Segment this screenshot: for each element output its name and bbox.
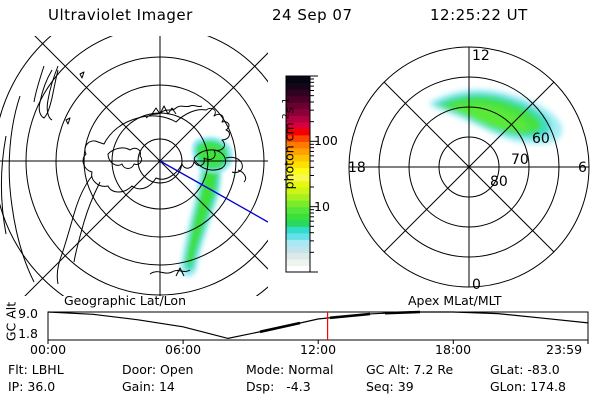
timeseries-xtick-0: 00:00 bbox=[30, 342, 67, 357]
gc-altitude-timeseries[interactable]: GC Alt 9.0 1.8 00:00 06:00 12:00 18:00 2… bbox=[0, 300, 600, 357]
timeseries-xtick-1: 06:00 bbox=[165, 342, 202, 357]
meridian-lines bbox=[0, 36, 268, 296]
colorbar-band bbox=[286, 213, 310, 221]
timeseries-xtick-4: 23:59 bbox=[546, 342, 583, 357]
colorbar-band bbox=[286, 258, 310, 267]
aurora-emission-geo bbox=[180, 142, 221, 277]
colorbar-frame bbox=[285, 75, 311, 273]
colorbar-band bbox=[286, 76, 310, 84]
timeseries-xticks bbox=[47, 340, 589, 344]
colorbar-band bbox=[286, 95, 310, 103]
colorbar[interactable]: photon cm-2s-1 100 10 bbox=[268, 40, 338, 290]
geographic-projection-panel[interactable] bbox=[0, 36, 268, 296]
spacecraft-track-line bbox=[159, 160, 268, 223]
status-gain: Gain: 14 bbox=[122, 379, 175, 394]
colorbar-band bbox=[286, 121, 310, 129]
mlt-spokes bbox=[349, 47, 589, 287]
colorbar-band bbox=[286, 252, 310, 260]
instrument-title: Ultraviolet Imager bbox=[48, 6, 193, 24]
colorbar-band bbox=[286, 174, 310, 182]
colorbar-band bbox=[286, 206, 310, 214]
data-coverage-segments bbox=[259, 310, 421, 334]
timeseries-xtick-3: 18:00 bbox=[435, 342, 472, 357]
mlt-label-12: 12 bbox=[472, 48, 490, 64]
data-coverage-segment bbox=[329, 312, 371, 320]
status-dsp: Dsp: -4.3 bbox=[246, 379, 311, 394]
mlt-label-0: 0 bbox=[472, 277, 481, 293]
colorbar-svg bbox=[285, 75, 318, 273]
timeseries-ytick-min: 1.8 bbox=[18, 326, 38, 341]
timeseries-ytick-max: 9.0 bbox=[18, 306, 38, 321]
status-row: IP: 36.0 Gain: 14 Dsp: -4.3 Seq: 39 GLon… bbox=[0, 379, 600, 396]
colorbar-band bbox=[286, 134, 310, 142]
status-row: Flt: LBHL Door: Open Mode: Normal GC Alt… bbox=[0, 362, 600, 379]
colorbar-band bbox=[286, 193, 310, 201]
status-glon: GLon: 174.8 bbox=[490, 379, 566, 394]
colorbar-band bbox=[286, 245, 310, 253]
colorbar-ticks bbox=[310, 75, 318, 273]
status-flt: Flt: LBHL bbox=[8, 362, 64, 377]
mlat-label-70: 70 bbox=[511, 152, 529, 168]
mlat-label-60: 60 bbox=[532, 131, 550, 147]
colorbar-band bbox=[286, 102, 310, 110]
observation-date: 24 Sep 07 bbox=[272, 6, 353, 24]
status-gc-alt: GC Alt: 7.2 Re bbox=[366, 362, 454, 377]
mlt-plot-area bbox=[348, 46, 590, 288]
apex-mlt-panel[interactable]: 12 6 0 18 60 70 80 bbox=[338, 36, 600, 298]
colorbar-band bbox=[286, 82, 310, 90]
colorbar-band bbox=[286, 154, 310, 162]
altitude-curve bbox=[47, 311, 589, 340]
colorbar-band bbox=[286, 167, 310, 175]
colorbar-band bbox=[286, 265, 310, 273]
status-door: Door: Open bbox=[122, 362, 194, 377]
status-mode: Mode: Normal bbox=[246, 362, 334, 377]
geo-panel-caption: Geographic Lat/Lon bbox=[64, 293, 186, 308]
colorbar-band bbox=[286, 219, 310, 227]
mlat-label-80: 80 bbox=[490, 174, 508, 190]
mlt-label-18: 18 bbox=[348, 160, 366, 176]
colorbar-tick-label-10: 10 bbox=[314, 198, 330, 214]
colorbar-band bbox=[286, 147, 310, 155]
colorbar-band bbox=[286, 200, 310, 208]
aurora-emission-geo-north bbox=[191, 136, 233, 174]
colorbar-band bbox=[286, 239, 310, 247]
data-coverage-segment bbox=[259, 321, 301, 334]
colorbar-band bbox=[286, 187, 310, 195]
colorbar-band bbox=[286, 89, 310, 97]
status-seq: Seq: 39 bbox=[366, 379, 414, 394]
status-glat: GLat: -83.0 bbox=[490, 362, 560, 377]
mlt-label-6: 6 bbox=[578, 160, 587, 176]
colorbar-tick-label-100: 100 bbox=[314, 133, 338, 149]
apex-mlt-svg: 12 6 0 18 60 70 80 bbox=[348, 46, 590, 293]
colorbar-band bbox=[286, 141, 310, 149]
data-coverage-segment bbox=[384, 310, 421, 315]
timeseries-frame bbox=[47, 311, 589, 341]
timeseries-xtick-2: 12:00 bbox=[300, 342, 337, 357]
status-ip: IP: 36.0 bbox=[8, 379, 56, 394]
coastlines bbox=[1, 65, 247, 285]
aurora-emission-mlt bbox=[429, 89, 563, 145]
mlt-panel-caption: Apex MLat/MLT bbox=[408, 293, 502, 308]
colorbar-band bbox=[286, 180, 310, 188]
geographic-projection-svg bbox=[0, 36, 268, 296]
colorbar-band bbox=[286, 226, 310, 234]
colorbar-band bbox=[286, 232, 310, 240]
colorbar-axis-label: photon cm-2s-1 bbox=[281, 97, 297, 190]
colorbar-band bbox=[286, 128, 310, 136]
colorbar-bands bbox=[286, 76, 310, 273]
colorbar-band bbox=[286, 115, 310, 123]
colorbar-band bbox=[286, 108, 310, 116]
header-bar: Ultraviolet Imager 24 Sep 07 12:25:22 UT bbox=[0, 6, 600, 30]
timeseries-svg bbox=[47, 310, 589, 344]
geo-plot-area bbox=[0, 36, 268, 296]
colorbar-band bbox=[286, 160, 310, 169]
status-footer: Flt: LBHL Door: Open Mode: Normal GC Alt… bbox=[0, 362, 600, 400]
observation-time: 12:25:22 UT bbox=[430, 6, 528, 24]
